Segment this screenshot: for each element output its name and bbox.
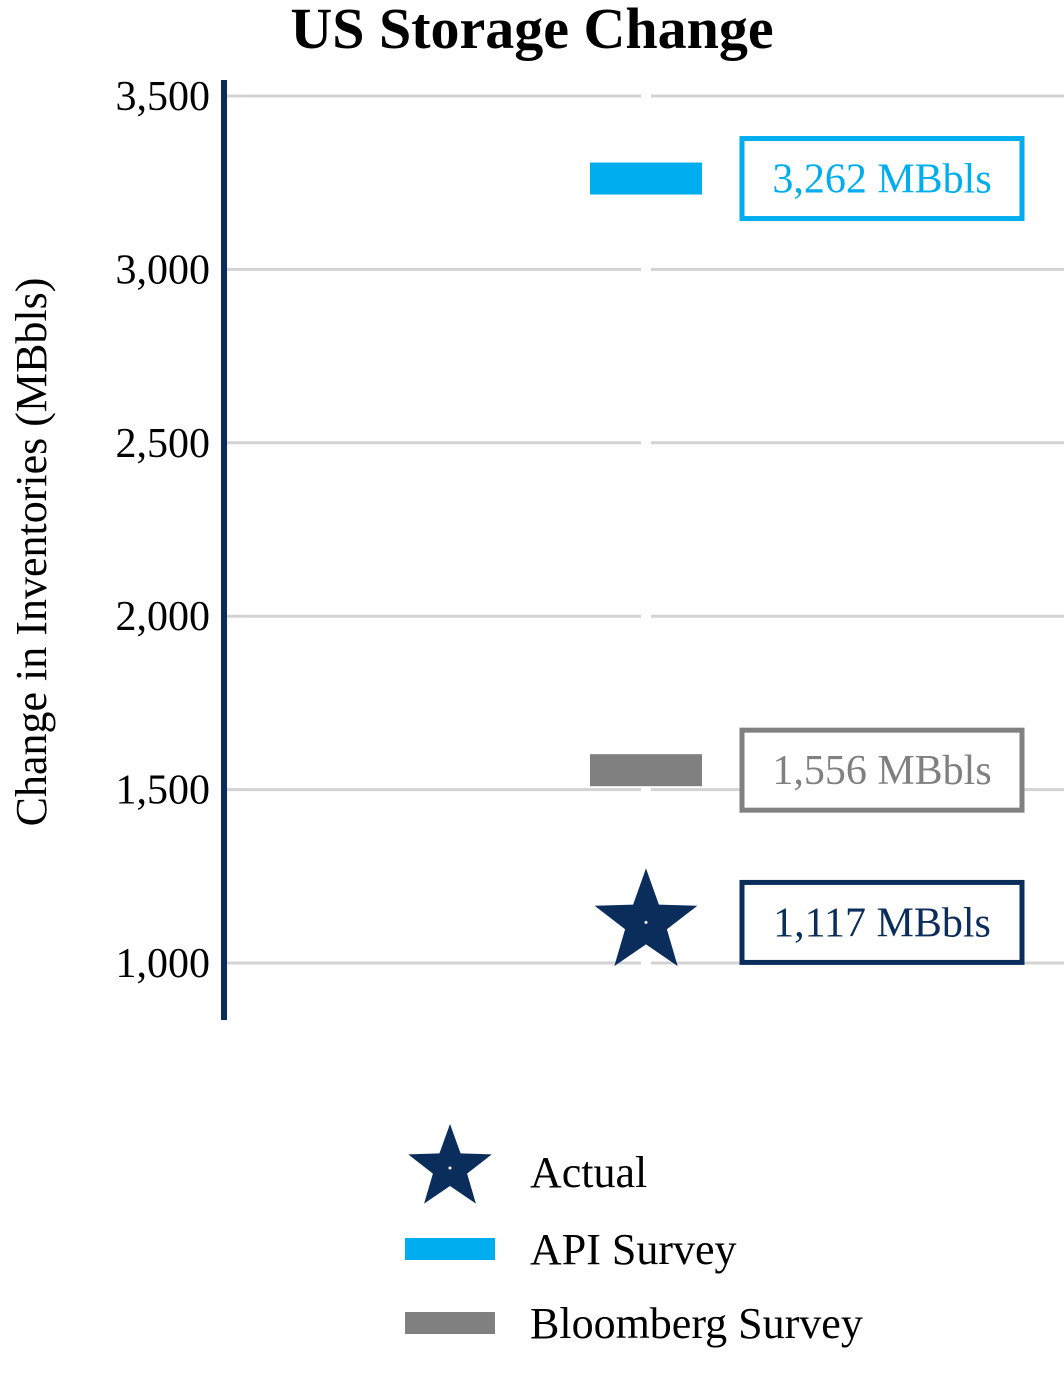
value-label-box	[739, 879, 1025, 965]
bloomberg-survey-marker	[590, 754, 702, 787]
value-label: 1,556 MBbls	[772, 748, 991, 794]
y-tick-labels: 1,000 1,500 2,000 2,500 3,000 3,500	[116, 74, 211, 987]
value-label-box	[739, 136, 1025, 222]
y-tick-label: 2,500	[116, 421, 211, 467]
actual-star-center	[644, 920, 648, 924]
data-marks: 1,117 MBbls 3,262 MBbls 1,556 MBbls	[590, 136, 1025, 967]
y-tick-label: 1,000	[116, 941, 211, 987]
y-tick-label: 2,000	[116, 594, 211, 640]
legend-label: Bloomberg Survey	[530, 1299, 863, 1348]
y-axis-title: Change in Inventories (MBbls)	[7, 278, 56, 827]
legend-swatch	[405, 1238, 495, 1260]
api-survey-marker	[590, 162, 702, 195]
value-label-box	[739, 727, 1025, 813]
y-tick-label: 1,500	[116, 768, 211, 814]
y-tick-label: 3,000	[116, 247, 211, 293]
legend-label: API Survey	[530, 1225, 737, 1274]
actual-star-marker	[594, 868, 698, 967]
legend-star-center	[448, 1166, 452, 1170]
value-label: 3,262 MBbls	[772, 157, 991, 203]
grid-layer	[224, 94, 1064, 965]
legend-star-icon	[408, 1124, 492, 1204]
value-label: 1,117 MBbls	[773, 900, 991, 946]
legend-swatch	[405, 1312, 495, 1334]
legend-label: Actual	[530, 1148, 647, 1197]
y-tick-label: 3,500	[116, 74, 211, 120]
legend: Actual API Survey Bloomberg Survey	[405, 1124, 863, 1348]
chart-title: US Storage Change	[290, 0, 773, 61]
